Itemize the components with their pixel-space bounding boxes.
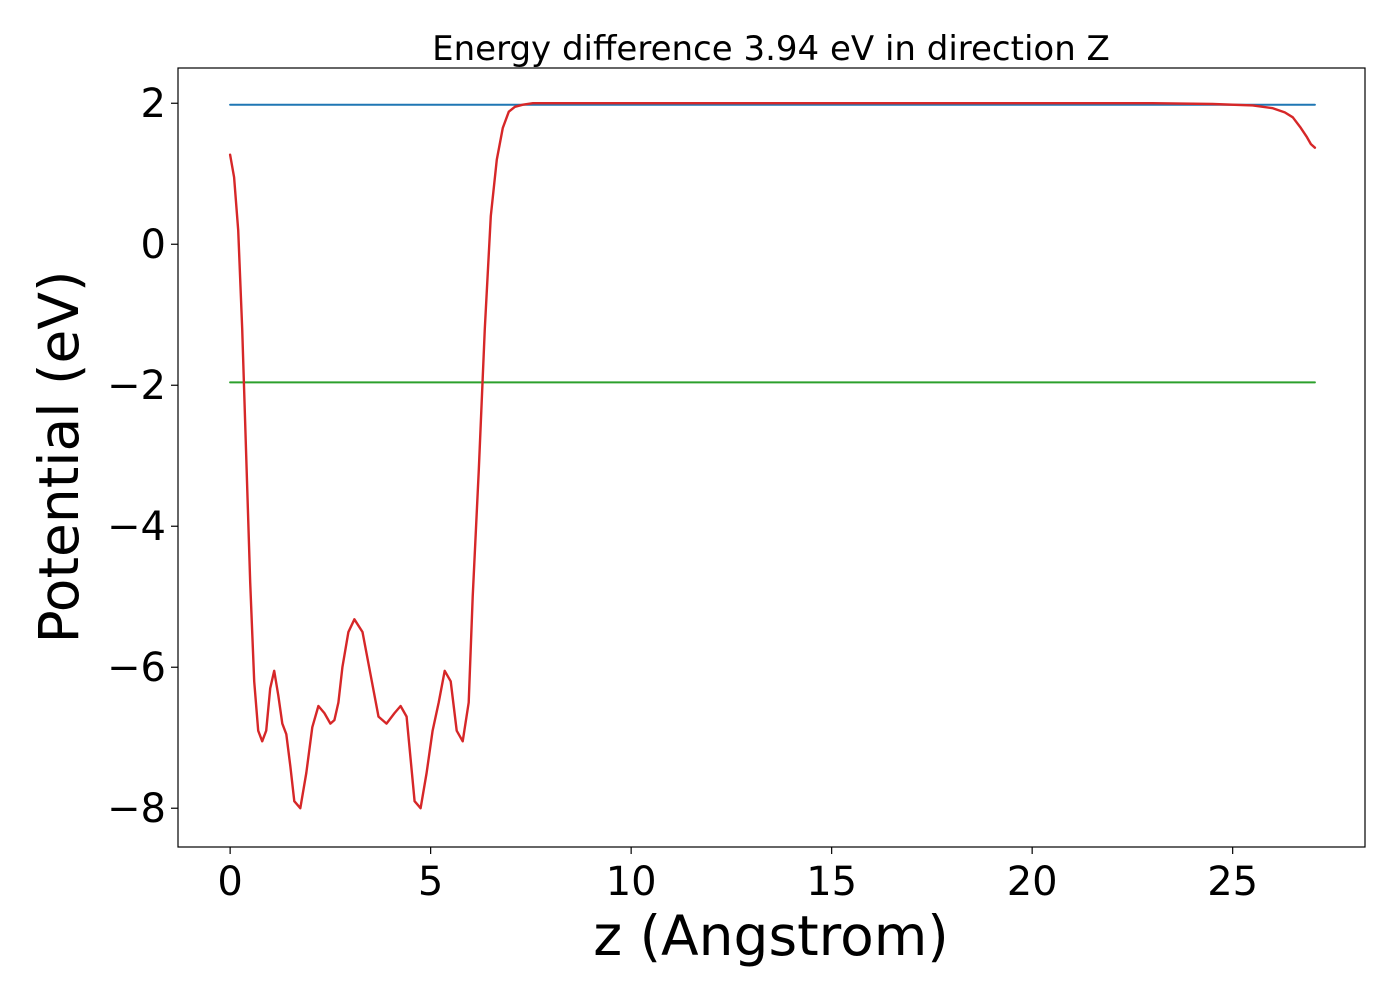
plot-area <box>228 102 1317 810</box>
y-tick-label: −8 <box>107 786 166 832</box>
y-axis-label: Potential (eV) <box>27 271 91 644</box>
x-axis-label: z (Angstrom) <box>593 904 949 968</box>
x-tick-label: 25 <box>1207 859 1258 905</box>
x-tick-label: 5 <box>418 859 443 905</box>
x-tick-label: 20 <box>1007 859 1058 905</box>
y-tick-label: 2 <box>141 81 166 127</box>
x-axis: 0 5 10 15 20 25 <box>217 847 1258 905</box>
y-tick-label: −6 <box>107 645 166 691</box>
chart-title: Energy difference 3.94 eV in direction Z <box>432 29 1110 69</box>
y-tick-label: −4 <box>107 504 166 550</box>
series-line-3 <box>228 102 1317 810</box>
x-tick-label: 10 <box>606 859 657 905</box>
y-axis: 2 0 −2 −4 −6 −8 <box>107 81 178 832</box>
y-tick-label: 0 <box>141 222 166 268</box>
y-tick-label: −2 <box>107 363 166 409</box>
x-tick-label: 15 <box>806 859 857 905</box>
x-tick-label: 0 <box>217 859 242 905</box>
plot-frame <box>177 67 1366 848</box>
